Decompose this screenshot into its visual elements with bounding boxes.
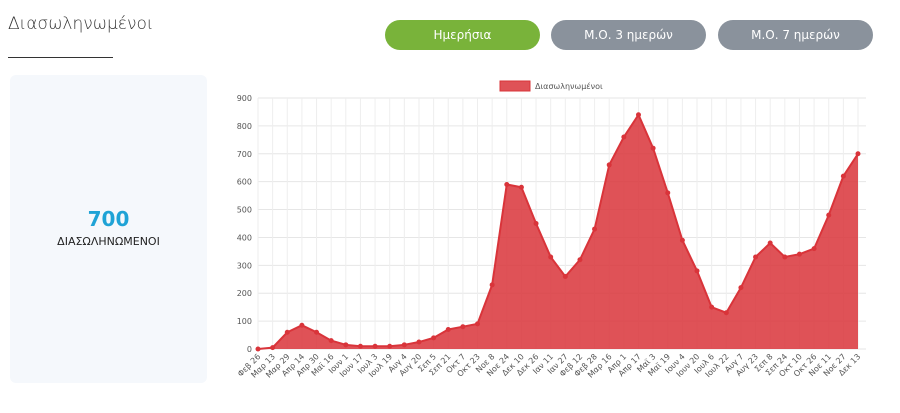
data-point [592,226,598,232]
legend-swatch [499,80,531,92]
data-point [533,221,539,226]
data-point [445,326,451,332]
data-point [650,145,656,151]
data-point [679,237,685,243]
data-point [548,254,554,260]
data-point [782,254,788,260]
data-point [694,268,700,274]
toggle-button[interactable]: Ημερήσια [385,20,540,50]
y-tick-label: 700 [237,150,252,159]
summary-label: ΔΙΑΣΩΛΗΝΩΜΕΝΟΙ [57,235,160,248]
data-point [738,285,744,291]
y-tick-label: 500 [237,206,252,215]
data-point [635,112,641,118]
data-point [826,212,832,218]
title-underline [8,57,113,58]
data-point [767,240,773,246]
legend-label: Διασωληνωμένοι [535,81,603,91]
data-point [840,173,846,179]
data-point [489,282,495,288]
data-point [796,251,802,257]
data-point [314,329,320,335]
data-point [387,343,393,349]
y-tick-label: 400 [237,233,252,242]
data-point [460,324,466,330]
data-point [709,304,715,310]
data-point [665,190,671,196]
y-tick-label: 0 [247,345,252,354]
y-tick-label: 600 [237,178,252,187]
data-point [811,246,817,252]
y-tick-label: 300 [237,261,252,270]
data-point [431,335,437,341]
data-point [416,339,422,345]
y-tick-label: 800 [237,122,252,131]
summary-value: 700 [87,207,130,231]
data-point [562,273,568,279]
data-point [328,338,334,344]
area-fill [258,114,858,349]
data-point [723,310,729,316]
data-point [753,254,759,260]
data-point [357,343,363,349]
data-point [372,343,378,349]
y-tick-label: 900 [237,94,252,103]
y-tick-label: 200 [237,289,252,298]
data-point [606,162,612,168]
data-point [343,342,349,348]
data-point [255,346,261,352]
data-point [577,257,583,263]
y-tick-label: 100 [237,317,252,326]
data-point [518,184,524,190]
toggle-button[interactable]: Μ.Ο. 7 ημερών [718,20,873,50]
data-point [270,345,276,351]
data-point [401,342,407,348]
data-point [284,329,290,335]
summary-card: 700 ΔΙΑΣΩΛΗΝΩΜΕΝΟΙ [10,75,207,383]
data-point [475,321,481,327]
data-point [504,181,510,187]
data-point [855,151,861,157]
data-point [299,322,305,328]
toggle-button[interactable]: Μ.Ο. 3 ημερών [551,20,706,50]
data-point [621,134,627,140]
page-title: Διασωληνωμένοι [8,14,154,34]
